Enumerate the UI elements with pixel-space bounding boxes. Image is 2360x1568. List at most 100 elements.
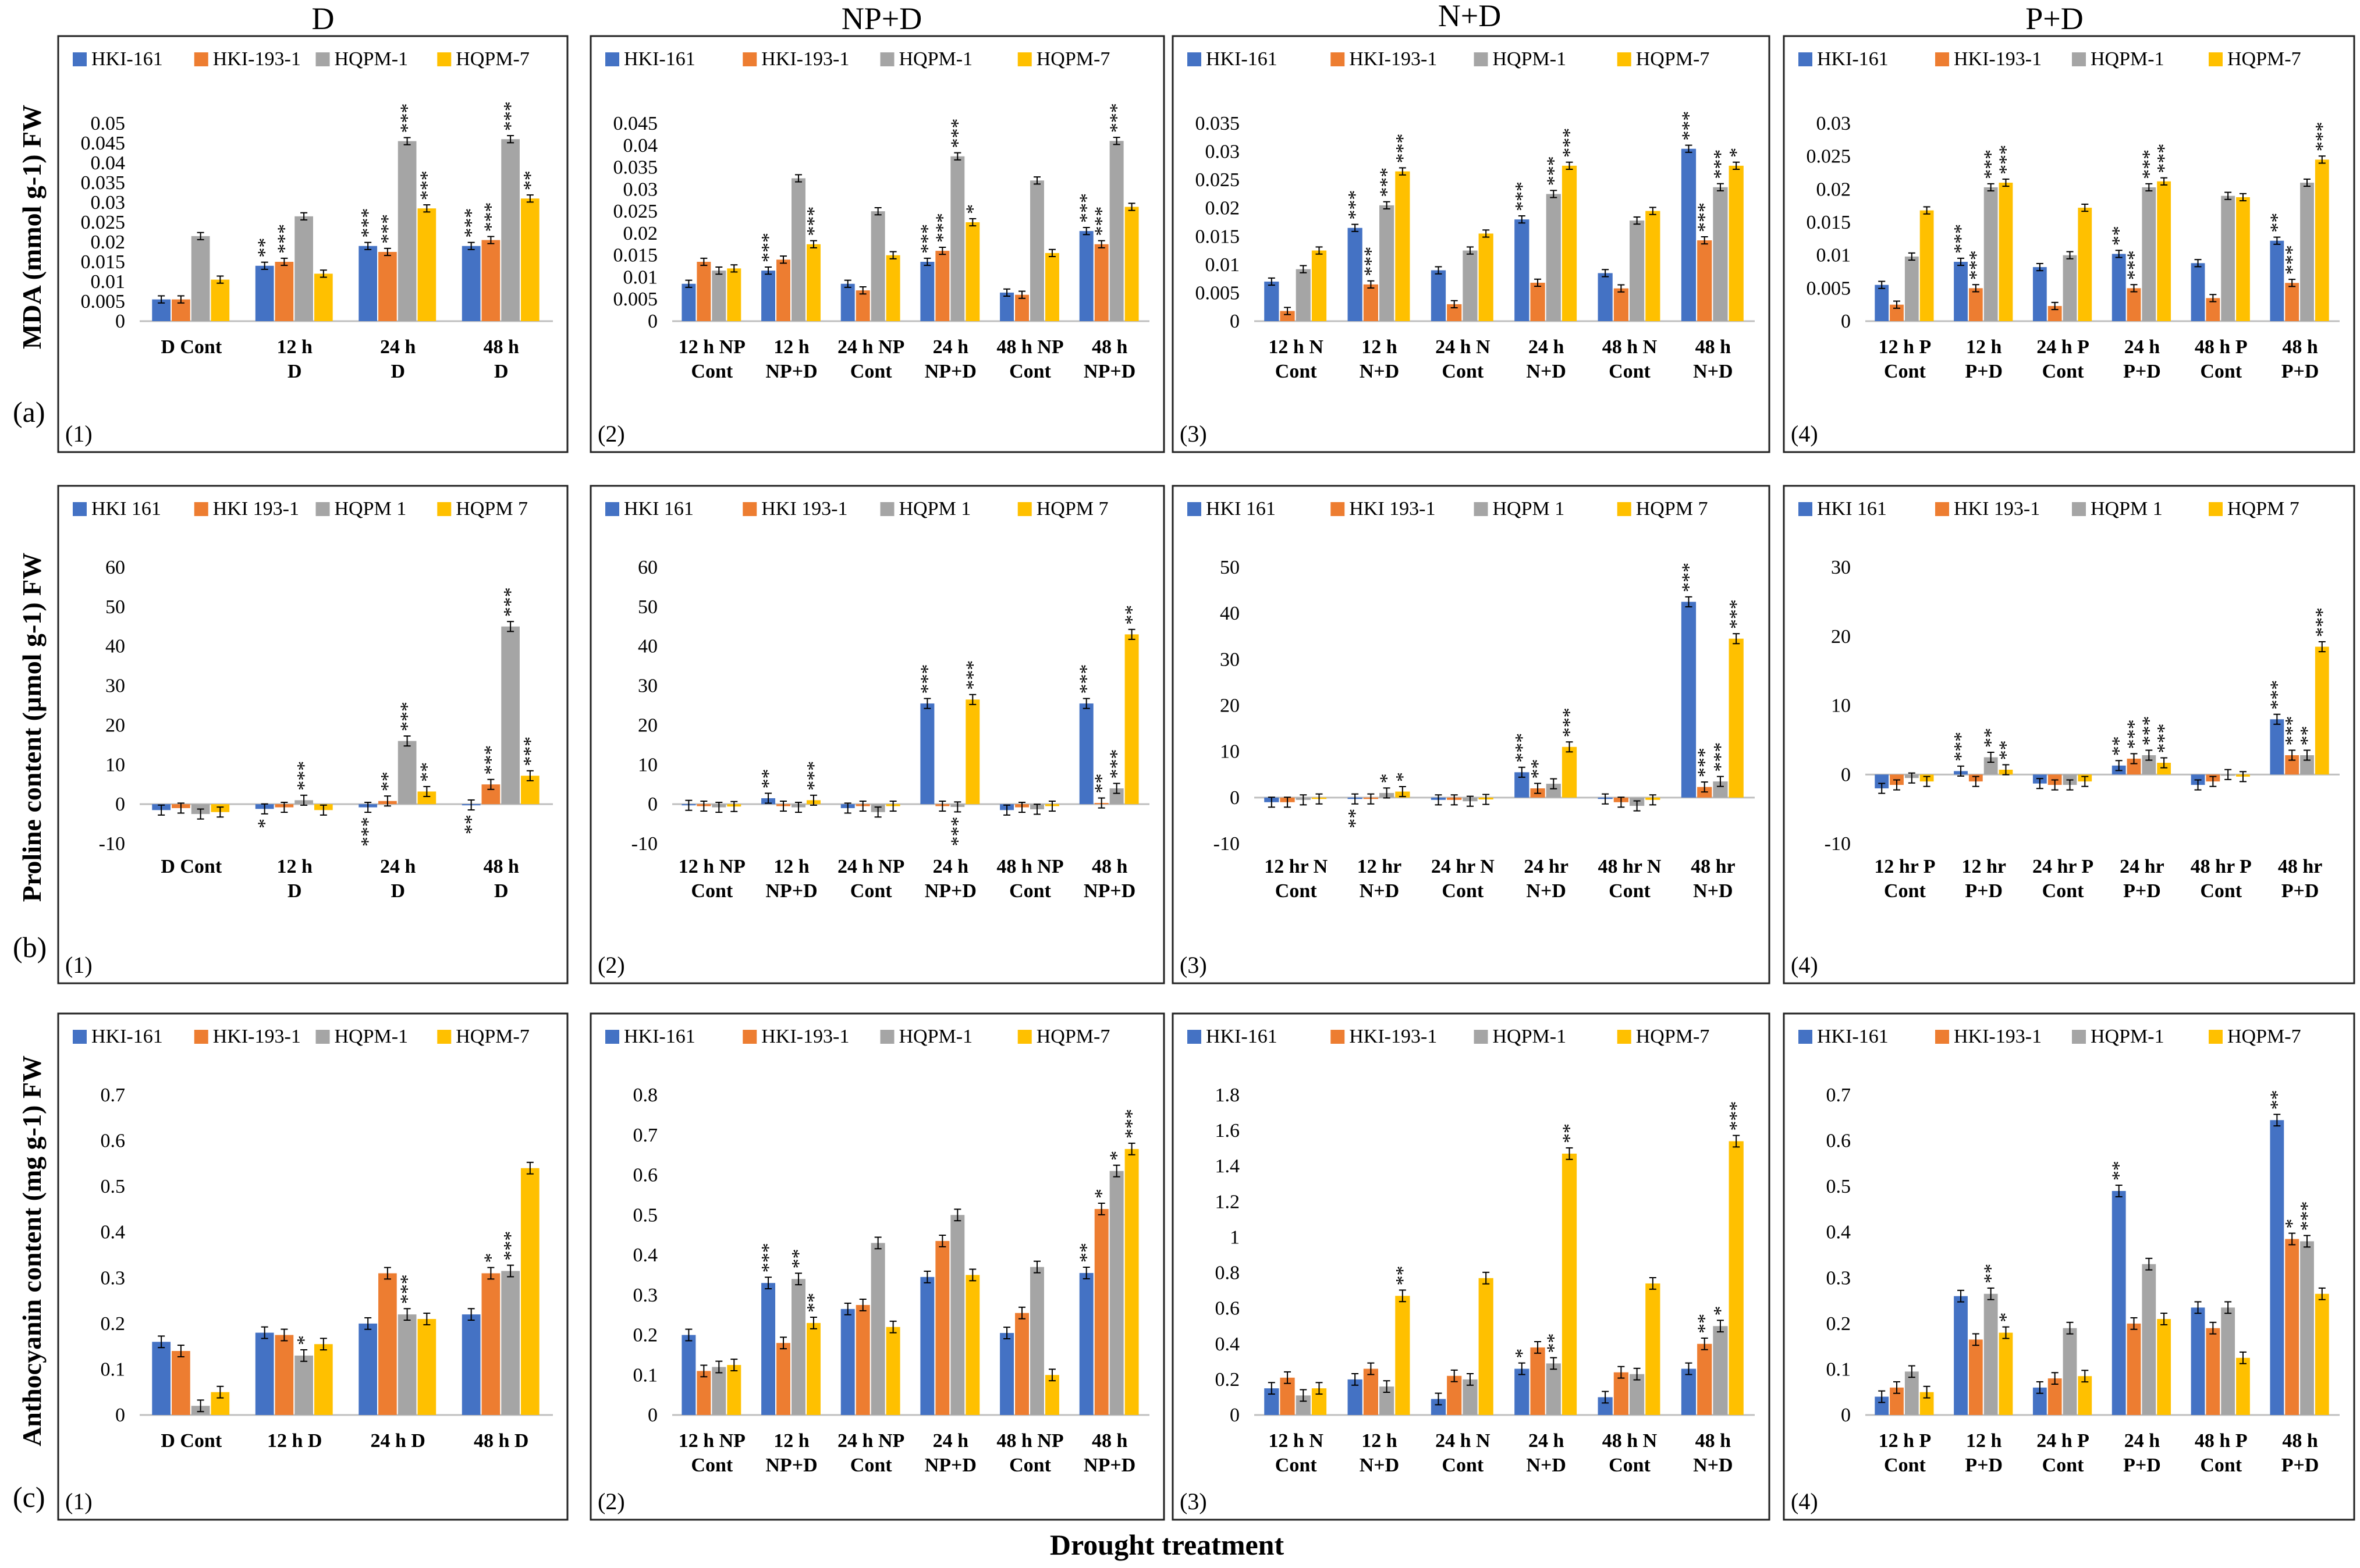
x-category-label: N+D	[1693, 1455, 1733, 1476]
x-category-label: Cont	[1275, 1455, 1317, 1476]
significance-stars: ***	[947, 119, 968, 148]
legend-label: HQPM-7	[456, 48, 530, 70]
y-tick-label: 0.5	[101, 1176, 126, 1197]
bar	[1681, 148, 1697, 321]
x-category-label: Cont	[850, 1455, 892, 1476]
y-tick-label: 0.4	[1215, 1334, 1240, 1355]
y-tick-label: 0.01	[1205, 254, 1240, 276]
x-category-label: 24 h	[380, 856, 416, 877]
legend-swatch	[1330, 1030, 1345, 1044]
bar	[417, 791, 436, 805]
x-category-label: P+D	[1965, 880, 2003, 902]
legend-label: HQPM-7	[1636, 48, 1710, 70]
x-category-label: 12 h	[773, 336, 810, 358]
legend-swatch	[73, 502, 87, 516]
x-category-label: P+D	[2123, 880, 2161, 902]
y-tick-label: 0.03	[91, 192, 126, 214]
significance-stars: ***	[2153, 144, 2175, 173]
legend-label: HQPM-1	[2091, 48, 2164, 70]
legend-swatch	[73, 1030, 87, 1044]
x-category-label: Cont	[1884, 1455, 1926, 1476]
x-category-label: NP+D	[1084, 880, 1135, 902]
bar	[1030, 180, 1044, 321]
x-category-label: D	[288, 361, 302, 382]
x-category-label: N+D	[1693, 361, 1733, 382]
xlabel-drought-treatment: Drought treatment	[1050, 1528, 1284, 1561]
legend-swatch	[1935, 502, 1949, 516]
x-category-label: NP+D	[765, 1455, 817, 1476]
significance-stars: ***	[1710, 742, 1731, 772]
x-category-label: Cont	[1609, 880, 1651, 902]
bar	[2032, 1387, 2047, 1415]
panel-frame	[590, 1012, 1165, 1521]
panel-frame	[57, 35, 569, 453]
bar	[1395, 171, 1410, 321]
y-tick-label: 0.02	[1205, 198, 1240, 219]
bar	[950, 156, 965, 321]
significance-stars: ***	[1559, 707, 1581, 737]
significance-stars: **	[2266, 1090, 2288, 1110]
x-category-label: Cont	[1609, 361, 1651, 382]
bar	[1094, 1208, 1109, 1415]
significance-stars: **	[1091, 774, 1113, 794]
y-tick-label: 30	[1220, 649, 1240, 670]
significance-stars: *	[1091, 1189, 1113, 1199]
legend-swatch	[437, 1030, 452, 1044]
x-category-label: 48 h	[1092, 1430, 1128, 1452]
legend-swatch	[605, 52, 619, 66]
panel-b-1: HKI 161 HKI 193-1 HQPM 1 HQPM 7 (1) -10 0 10 20 3…	[57, 485, 569, 984]
y-tick-label: 0.03	[1205, 141, 1240, 163]
y-tick-label: 0	[648, 1405, 658, 1426]
y-tick-label: 0.05	[91, 113, 126, 134]
significance-stars: ***	[480, 745, 502, 775]
bar	[1875, 774, 1889, 788]
bar	[1347, 227, 1362, 321]
panel-c-1: HKI-161 HKI-193-1 HQPM-1 HQPM-7 (1) 0 0.1 0.2 0.…	[57, 1012, 569, 1521]
bar	[840, 1309, 855, 1415]
y-tick-label: 0.035	[81, 172, 126, 194]
y-tick-label: 0.03	[1816, 113, 1851, 134]
bar	[501, 1271, 520, 1415]
legend-label: HKI-193-1	[761, 1026, 849, 1047]
panel-number: (4)	[1791, 1488, 1818, 1514]
y-tick-label: -10	[1825, 833, 1851, 855]
bar	[776, 1343, 790, 1415]
significance-stars: ***	[2312, 122, 2333, 151]
panel-a-4: HKI-161 HKI-193-1 HQPM-1 HQPM-7 (4) 0 0.005 0.0…	[1783, 35, 2355, 453]
column-title-n-d: N+D	[1438, 0, 1501, 33]
x-category-label: 48 h	[2282, 1430, 2318, 1452]
x-category-label: 48 h	[484, 336, 520, 358]
legend-swatch	[880, 1030, 895, 1044]
bar	[255, 265, 274, 321]
panel-frame	[1172, 35, 1770, 453]
significance-stars: ***	[1678, 563, 1699, 592]
bar	[1109, 141, 1124, 321]
bar	[1713, 1326, 1728, 1415]
x-category-label: 24 h	[933, 856, 969, 877]
significance-stars: ***	[1559, 128, 1581, 158]
significance-stars: **	[1076, 1243, 1098, 1263]
x-category-label: 48 h	[484, 856, 520, 877]
legend-swatch	[1017, 1030, 1032, 1044]
y-tick-label: 40	[105, 636, 125, 657]
panel-a-1: HKI-161 HKI-193-1 HQPM-1 HQPM-7(1)00.0050.0…	[57, 35, 569, 453]
significance-stars: ***	[2138, 716, 2160, 745]
bar	[1363, 284, 1378, 321]
bar	[501, 626, 520, 805]
significance-stars: ***	[1106, 749, 1128, 778]
x-category-label: 24 hr	[1524, 856, 1568, 877]
x-category-label: 48 h D	[474, 1430, 528, 1452]
significance-stars: ***	[274, 224, 295, 254]
bar	[520, 1168, 540, 1415]
significance-stars: ***	[397, 1274, 418, 1304]
bar	[2127, 288, 2141, 321]
significance-stars: ***	[1376, 168, 1398, 197]
significance-stars: ***	[2153, 724, 2175, 753]
bar	[1697, 1343, 1712, 1415]
y-tick-label: 1	[1230, 1226, 1240, 1248]
x-category-label: N+D	[1360, 1455, 1399, 1476]
ylabel-proline: Proline content (µmol g-1) FW	[17, 553, 47, 902]
x-category-label: N+D	[1526, 880, 1566, 902]
y-tick-label: 0.005	[1807, 278, 1851, 299]
legend-label: HQPM 1	[335, 498, 407, 520]
